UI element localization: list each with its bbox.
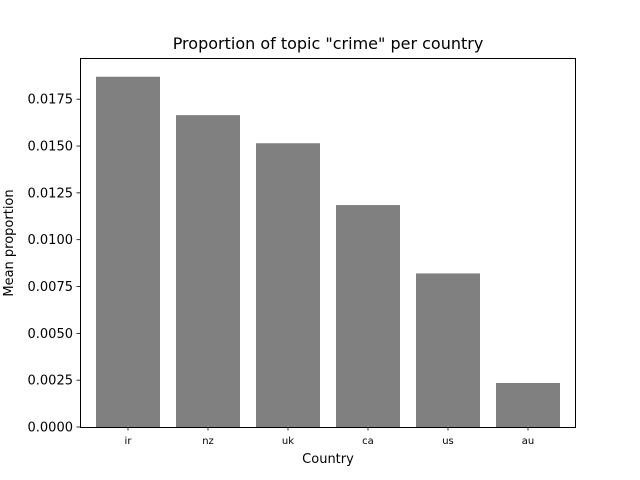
y-tick-label: 0.0000 xyxy=(28,421,74,436)
plot-frame xyxy=(80,58,576,428)
y-tick-label: 0.0075 xyxy=(28,280,74,295)
x-tick-label: ir xyxy=(125,436,133,447)
bar-us xyxy=(416,273,480,427)
chart-title: Proportion of topic "crime" per country xyxy=(173,34,484,53)
bar-au xyxy=(496,382,560,427)
y-axis-label: Mean proportion xyxy=(2,189,17,296)
x-tick-label: nz xyxy=(202,436,214,447)
x-tick-label: uk xyxy=(282,436,294,447)
x-tick-label: us xyxy=(442,436,454,447)
y-tick-label: 0.0050 xyxy=(28,327,74,342)
x-tick-label: au xyxy=(522,436,534,447)
y-tick-label: 0.0025 xyxy=(28,374,74,389)
y-tick-label: 0.0175 xyxy=(28,93,74,108)
bars-group xyxy=(96,76,560,428)
y-tick-label: 0.0150 xyxy=(28,140,74,155)
bar-nz xyxy=(176,115,240,427)
bar-ir xyxy=(96,76,160,427)
x-tick-label: ca xyxy=(362,436,374,447)
x-axis: ir nz uk ca us au xyxy=(125,427,534,447)
y-tick-label: 0.0100 xyxy=(28,233,74,248)
y-tick-label: 0.0125 xyxy=(28,186,74,201)
y-axis: 0.0000 0.0025 0.0050 0.0075 0.0100 0.0125 0.01… xyxy=(28,93,80,436)
bar-uk xyxy=(256,143,320,428)
x-axis-label: Country xyxy=(302,452,354,467)
bar-ca xyxy=(336,205,400,427)
